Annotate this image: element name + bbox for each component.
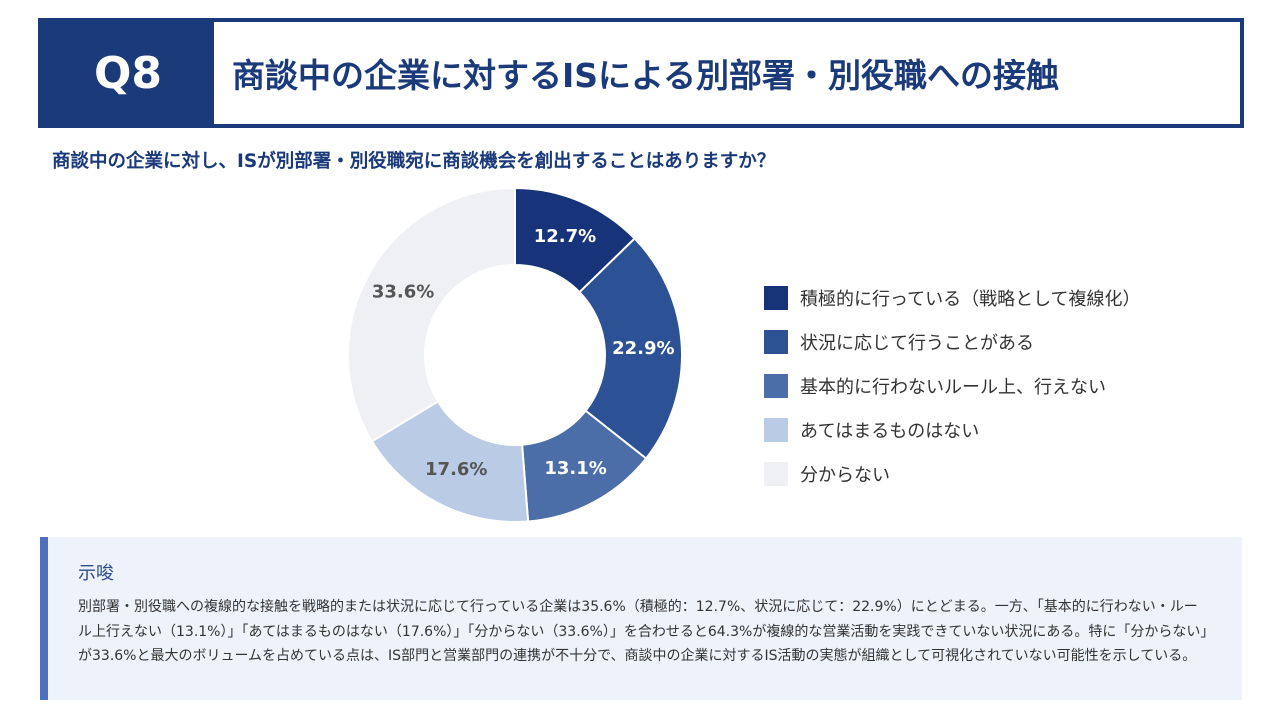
legend-swatch [764, 330, 788, 354]
donut-chart: 12.7% 22.9% 13.1% 17.6% 33.6% [347, 186, 683, 523]
legend-label: 状況に応じて行うことがある [800, 333, 1034, 354]
survey-question: 商談中の企業に対し、ISが別部署・別役職宛に商談機会を創出することはありますか？ [52, 151, 776, 172]
legend-swatch [764, 374, 788, 398]
legend-label: あてはまるものはない [800, 421, 980, 442]
insight-body: 別部署・別役職への複線的な接触を戦略的または状況に応じて行っている企業は35.6… [78, 599, 1208, 664]
insight-panel: 示唆 別部署・別役職への複線的な接触を戦略的または状況に応じて行っている企業は3… [40, 537, 1242, 700]
data-label-5: 33.6% [372, 281, 434, 302]
question-number: Q8 [42, 22, 214, 124]
donut-slice-5 [347, 186, 516, 443]
legend-swatch [764, 462, 788, 486]
data-label-3: 13.1% [544, 458, 606, 479]
legend-item: 基本的に行わないルール上、行えない [764, 364, 1141, 408]
legend-label: 積極的に行っている（戦略として複線化） [800, 289, 1141, 310]
legend-item: あてはまるものはない [764, 408, 1141, 452]
data-label-4: 17.6% [425, 459, 487, 480]
legend-item: 状況に応じて行うことがある [764, 320, 1141, 364]
header-banner: Q8 商談中の企業に対するISによる別部署・別役職への接触 [38, 18, 1244, 128]
legend-swatch [764, 286, 788, 310]
donut-slice-2 [578, 237, 683, 460]
chart-legend: 積極的に行っている（戦略として複線化） 状況に応じて行うことがある基本的に行わない… [764, 276, 1141, 496]
data-label-1: 12.7% [534, 226, 596, 247]
legend-swatch [764, 418, 788, 442]
legend-label: 分からない [800, 465, 890, 486]
donut-slice-4 [370, 400, 530, 523]
data-label-2: 22.9% [612, 338, 674, 359]
legend-item: 分からない [764, 452, 1141, 496]
legend-label: 基本的に行わないルール上、行えない [800, 377, 1106, 398]
legend-item: 積極的に行っている（戦略として複線化） [764, 276, 1141, 320]
insight-title: 示唆 [78, 563, 114, 584]
page-title: 商談中の企業に対するISによる別部署・別役職への接触 [232, 56, 1060, 95]
